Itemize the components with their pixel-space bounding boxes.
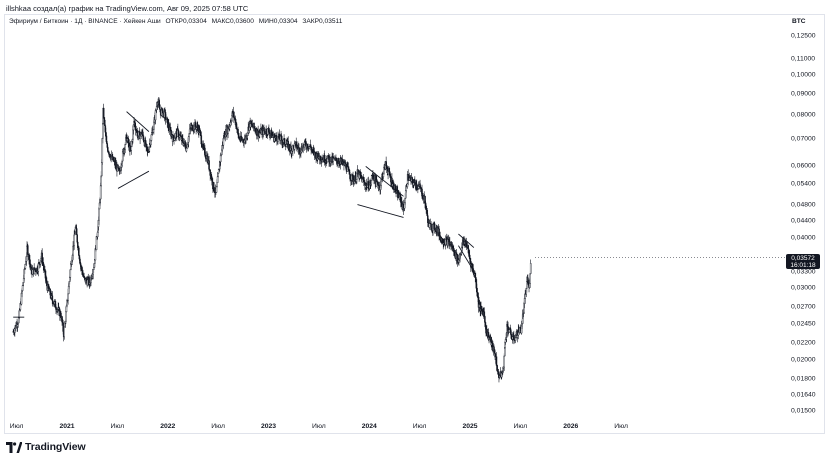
high-label: МАКС xyxy=(211,18,231,25)
low-label: МИН xyxy=(258,18,274,25)
price-axis-tick: 0,03000 xyxy=(791,284,816,292)
high-value: 0,03600 xyxy=(230,18,254,25)
symbol-legend[interactable]: Эфириум / Биткоин · 1Д · BINANCE · Хейке… xyxy=(9,18,342,25)
candle-body xyxy=(208,160,210,170)
trendline xyxy=(117,170,150,189)
price-axis-tick: 0,08000 xyxy=(791,111,816,119)
price-axis-tick: 0,12500 xyxy=(791,32,816,40)
close-label: ЗАКР xyxy=(302,18,320,25)
price-axis-tick: 0,02700 xyxy=(791,303,816,311)
candles-layer xyxy=(12,97,532,383)
candle-body xyxy=(215,186,218,193)
price-axis-tick: 0,09000 xyxy=(791,90,816,98)
candle-countdown: 16:01:18 xyxy=(790,261,816,269)
time-axis-tick: Июл xyxy=(311,423,326,430)
candle-body xyxy=(212,182,215,191)
trendline xyxy=(458,233,475,248)
price-axis-tick: 0,02200 xyxy=(791,339,816,347)
candle-body xyxy=(28,255,31,265)
price-axis-tick: 0,01500 xyxy=(791,407,816,415)
tradingview-logo[interactable]: TradingView xyxy=(6,441,86,453)
time-axis-tick: 2025 xyxy=(462,423,478,430)
price-axis-tick: 0,04000 xyxy=(791,234,816,242)
last-price-value: 0,03572 xyxy=(791,254,815,262)
price-axis-tick: 0,06000 xyxy=(791,162,816,170)
candle-body xyxy=(416,183,418,189)
last-price-badge: 0,03572 16:01:18 xyxy=(786,254,820,269)
candle-body xyxy=(150,134,153,141)
candle-body xyxy=(217,172,219,177)
candle-body xyxy=(153,121,155,130)
trendlines-layer xyxy=(13,111,786,318)
candle-body xyxy=(172,135,175,139)
price-axis-tick: 0,10000 xyxy=(791,71,816,79)
candle-body xyxy=(78,247,80,256)
price-axis-tick: 0,03300 xyxy=(791,268,816,276)
time-axis-tick: Июл xyxy=(412,423,427,430)
price-axis-tick: 0,02000 xyxy=(791,356,816,364)
time-axis-tick: 2026 xyxy=(563,423,579,430)
logo-text: TradingView xyxy=(25,441,86,453)
candle-body xyxy=(154,110,157,121)
candle-body xyxy=(102,107,105,119)
attribution-line: illshkaa создал(а) график на TradingView… xyxy=(6,4,249,13)
candle-body xyxy=(124,144,126,150)
price-axis-tick: 0,05400 xyxy=(791,180,816,188)
candle-body xyxy=(216,182,218,188)
price-axis-tick: 0,01640 xyxy=(791,391,816,399)
axis-currency-label: BTC xyxy=(792,18,806,25)
candle-body xyxy=(96,231,99,238)
price-axis-tick: 0,11000 xyxy=(791,55,816,63)
candle-body xyxy=(69,269,72,278)
candle-body xyxy=(73,234,75,247)
trendline xyxy=(458,245,473,270)
candle-body xyxy=(216,176,219,183)
candle-body xyxy=(529,263,532,274)
time-axis-tick: Июл xyxy=(211,423,226,430)
candle-body xyxy=(503,355,505,368)
time-axis-tick: Июл xyxy=(9,423,24,430)
candle-body xyxy=(529,273,531,284)
candle-body xyxy=(21,285,24,291)
candle-body xyxy=(94,259,96,264)
price-axis-tick: 0,02450 xyxy=(791,320,816,328)
open-value: 0,03304 xyxy=(182,18,207,25)
time-axis-tick: Июл xyxy=(614,423,629,430)
symbol-title[interactable]: Эфириум / Биткоин · 1Д · BINANCE · Хейке… xyxy=(9,18,161,25)
candle-body xyxy=(75,228,78,235)
trendline xyxy=(357,204,404,218)
price-axis-tick: 0,04400 xyxy=(791,217,816,225)
price-axis-tick: 0,01800 xyxy=(791,375,816,383)
candle-body xyxy=(335,157,338,161)
low-value: 0,03304 xyxy=(273,18,298,25)
time-axis-tick: Июл xyxy=(110,423,125,430)
price-axis-tick: 0,04800 xyxy=(791,201,816,209)
candle-body xyxy=(102,123,104,139)
close-value: 0,03511 xyxy=(319,18,343,25)
time-axis-tick: 2024 xyxy=(361,423,377,430)
trendline xyxy=(365,166,404,197)
time-axis-tick: Июл xyxy=(513,423,528,430)
candle-body xyxy=(99,185,102,200)
candle-body xyxy=(285,144,288,147)
price-axis-tick: 0,07000 xyxy=(791,135,816,143)
candle-body xyxy=(495,356,498,366)
candle-body xyxy=(63,326,65,338)
candle-body xyxy=(65,311,67,322)
tradingview-logo-icon xyxy=(6,441,22,453)
candle-body xyxy=(145,143,148,147)
candle-body xyxy=(173,138,176,141)
time-axis-tick: 2022 xyxy=(160,423,176,430)
open-label: ОТКР xyxy=(165,18,183,25)
time-axis-tick: 2023 xyxy=(260,423,277,430)
trendline xyxy=(126,111,150,132)
time-axis-tick: 2021 xyxy=(59,423,75,430)
candle-body xyxy=(98,208,100,221)
chart-pane-border xyxy=(4,14,825,434)
candle-body xyxy=(67,293,69,301)
